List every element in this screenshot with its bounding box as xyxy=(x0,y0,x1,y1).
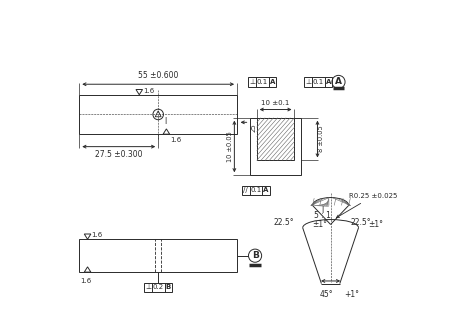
Text: A: A xyxy=(335,77,342,87)
Text: R0.25 ±0.025: R0.25 ±0.025 xyxy=(337,193,397,218)
Text: 22.5°: 22.5° xyxy=(274,218,294,227)
Text: 0.1: 0.1 xyxy=(257,79,268,85)
Text: ⊥: ⊥ xyxy=(305,79,311,85)
Text: A: A xyxy=(263,187,269,193)
Text: B: B xyxy=(252,251,258,260)
Text: B: B xyxy=(166,284,171,290)
Text: 1.6: 1.6 xyxy=(91,232,103,238)
Text: 0.1: 0.1 xyxy=(250,187,262,193)
Text: 25: 25 xyxy=(251,123,257,132)
Text: 8 ±0.05: 8 ±0.05 xyxy=(319,126,324,152)
Text: A: A xyxy=(326,79,331,85)
Text: 27.5 ±0.300: 27.5 ±0.300 xyxy=(95,150,143,159)
Text: ±1°: ±1° xyxy=(368,220,383,229)
Text: I: I xyxy=(321,206,324,215)
Text: 10 ±0.1: 10 ±0.1 xyxy=(261,100,290,106)
Text: 0.1: 0.1 xyxy=(313,79,324,85)
Text: 5 : 1: 5 : 1 xyxy=(314,210,331,219)
Text: 55 ±0.600: 55 ±0.600 xyxy=(138,71,178,80)
Text: ⊥: ⊥ xyxy=(249,79,255,85)
Text: 10 ±0.05: 10 ±0.05 xyxy=(228,131,233,162)
Text: 0.2: 0.2 xyxy=(153,284,164,290)
Text: 1.6: 1.6 xyxy=(81,278,92,284)
Text: 1.6: 1.6 xyxy=(170,137,182,143)
Text: ±1°: ±1° xyxy=(312,220,328,229)
Text: A: A xyxy=(270,79,275,85)
Text: ⊥: ⊥ xyxy=(145,284,151,290)
Text: I: I xyxy=(165,117,167,126)
Text: //: // xyxy=(244,187,248,193)
Text: 1.6: 1.6 xyxy=(144,88,155,94)
Text: 22.5°: 22.5° xyxy=(350,218,371,227)
Text: 45°: 45° xyxy=(320,290,334,299)
Text: +1°: +1° xyxy=(344,290,359,299)
